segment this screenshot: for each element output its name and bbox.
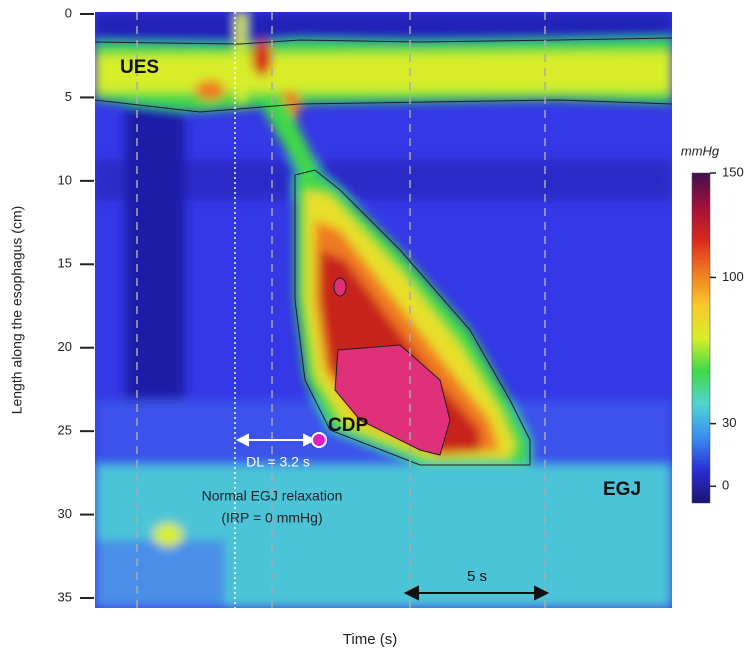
colorbar — [691, 172, 711, 504]
y-axis-label: Length along the esophagus (cm) — [9, 206, 25, 415]
colorbar-unit: mmHg — [681, 143, 720, 158]
colorbar-tick-label: 0 — [722, 478, 729, 493]
y-tick-label: 20 — [58, 339, 72, 354]
dl-arrow — [235, 433, 317, 447]
annotation: UES — [120, 57, 159, 78]
colorbar-tick-label: 30 — [722, 415, 736, 430]
y-tick-label: 0 — [65, 5, 72, 20]
annotation: CDP — [328, 415, 368, 436]
y-tick-label: 15 — [58, 256, 72, 271]
x-axis-label: Time (s) — [343, 631, 397, 648]
annotation: 5 s — [467, 568, 487, 585]
topography — [95, 12, 672, 608]
y-tick-label: 30 — [58, 506, 72, 521]
annotation: (IRP = 0 mmHg) — [221, 510, 322, 526]
y-tick-label: 10 — [58, 172, 72, 187]
colorbar-tick-label: 100 — [722, 269, 744, 284]
scale-arrow — [403, 585, 550, 601]
y-tick-label: 5 — [65, 89, 72, 104]
annotation: DL = 3.2 s — [246, 454, 310, 470]
y-tick-label: 25 — [58, 423, 72, 438]
annotation: Normal EGJ relaxation — [202, 488, 343, 504]
y-tick-label: 35 — [58, 589, 72, 604]
cdp-marker — [311, 432, 327, 448]
annotation: EGJ — [603, 479, 641, 500]
colorbar-tick-label: 150 — [722, 164, 744, 179]
